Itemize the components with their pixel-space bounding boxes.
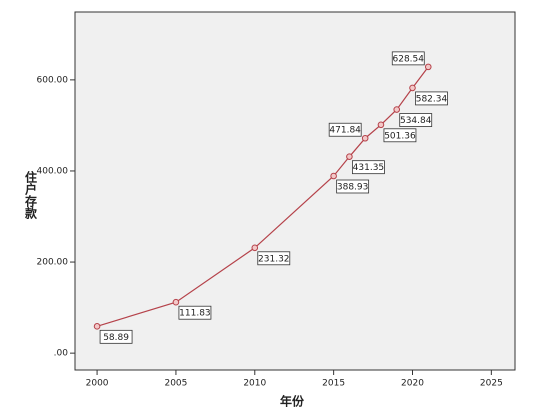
value-label-box	[415, 91, 448, 106]
value-label-box	[257, 251, 291, 266]
plot-area	[74, 11, 516, 371]
value-label: 388.93	[337, 183, 369, 193]
value-label: 534.84	[400, 116, 432, 126]
series-line	[96, 66, 429, 327]
value-label: 471.84	[329, 126, 361, 136]
value-label-box	[336, 179, 370, 194]
value-label: 431.35	[353, 163, 385, 173]
value-label: 628.54	[393, 54, 425, 64]
x-tick-label: 2005	[164, 379, 187, 389]
value-label: 582.34	[416, 94, 448, 104]
point	[424, 63, 432, 71]
value-label-box	[383, 128, 417, 143]
y-tick-label: 400.00	[37, 166, 69, 176]
value-label-box	[328, 122, 362, 137]
y-tick-label: .00	[54, 349, 69, 359]
value-label-box	[178, 305, 212, 320]
value-label-box	[391, 51, 425, 66]
value-label-box	[399, 113, 433, 127]
y-tick-label: 200.00	[37, 258, 69, 268]
point	[361, 134, 369, 142]
x-tick-label: 2020	[401, 379, 424, 389]
point	[172, 298, 180, 306]
y-tick-label: 600.00	[37, 75, 69, 85]
point	[393, 106, 401, 113]
point	[409, 84, 416, 92]
x-tick-label: 2010	[243, 379, 266, 389]
point	[346, 153, 353, 160]
x-tick-label: 2025	[480, 379, 503, 389]
x-tick-label: 2000	[86, 379, 109, 389]
y-axis-label: 住户存款	[24, 170, 38, 220]
value-label-box	[99, 329, 133, 344]
value-label-box	[352, 160, 385, 175]
value-label: 58.89	[103, 333, 129, 343]
point	[93, 323, 101, 330]
x-tick-label: 2015	[322, 379, 345, 389]
point	[251, 244, 259, 252]
point	[377, 121, 385, 129]
point	[330, 172, 337, 180]
value-label: 111.83	[179, 309, 211, 319]
value-label: 231.32	[258, 254, 290, 264]
x-axis-label: 年份	[280, 394, 305, 409]
value-label: 501.36	[384, 131, 416, 141]
